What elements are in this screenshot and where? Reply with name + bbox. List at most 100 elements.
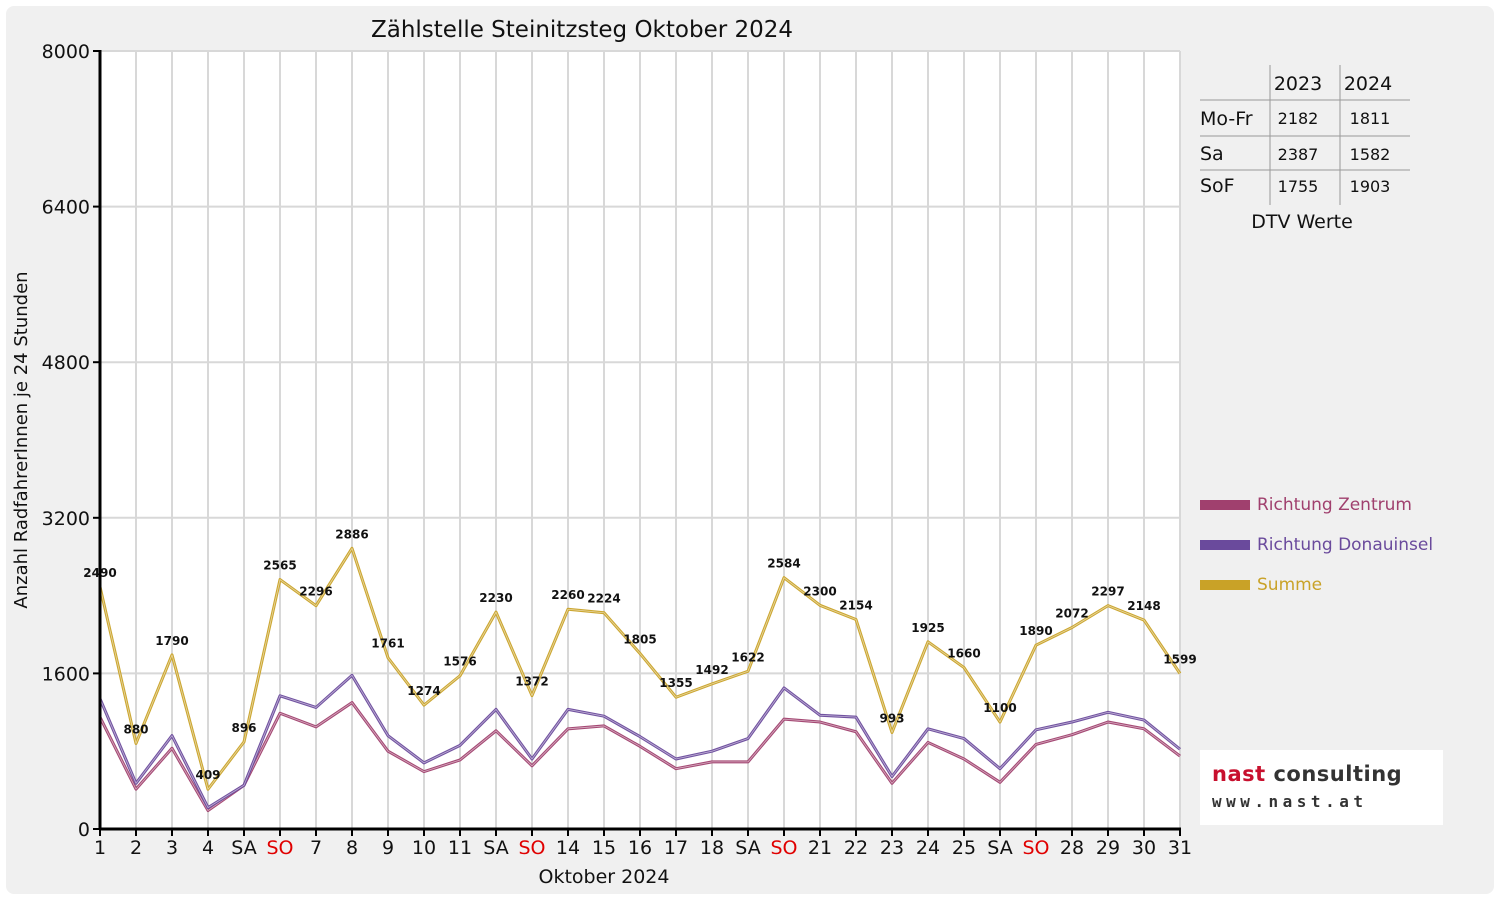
x-tick-label: SA bbox=[483, 837, 508, 859]
legend-label-donauinsel: Richtung Donauinsel bbox=[1257, 535, 1433, 555]
chart-title: Zählstelle Steinitzsteg Oktober 2024 bbox=[371, 17, 793, 43]
x-tick-label: 7 bbox=[310, 837, 322, 859]
data-label-summe: 2154 bbox=[839, 599, 872, 613]
x-tick-label: 9 bbox=[382, 837, 394, 859]
x-tick-label: 24 bbox=[916, 837, 940, 859]
x-tick-label-sunday: SO bbox=[770, 837, 797, 859]
y-tick-label: 0 bbox=[78, 819, 90, 841]
dtv-row-label: Sa bbox=[1200, 143, 1224, 165]
data-label-summe: 896 bbox=[231, 721, 256, 735]
data-label-summe: 2297 bbox=[1091, 585, 1124, 599]
data-label-summe: 880 bbox=[123, 722, 148, 736]
data-label-summe: 2224 bbox=[587, 592, 620, 606]
legend-label-summe: Summe bbox=[1257, 575, 1322, 595]
dtv-col-header: 2023 bbox=[1274, 73, 1322, 95]
x-tick-label: 8 bbox=[346, 837, 358, 859]
data-label-summe: 1599 bbox=[1163, 652, 1196, 666]
data-label-summe: 2886 bbox=[335, 527, 368, 541]
x-tick-label: 11 bbox=[448, 837, 472, 859]
data-label-summe: 1100 bbox=[983, 701, 1016, 715]
data-label-summe: 1355 bbox=[659, 676, 692, 690]
x-tick-label: 31 bbox=[1168, 837, 1192, 859]
x-tick-label-sunday: SO bbox=[518, 837, 545, 859]
x-tick-label: 14 bbox=[556, 837, 580, 859]
dtv-row-label: SoF bbox=[1200, 175, 1235, 197]
x-tick-label: 28 bbox=[1060, 837, 1084, 859]
legend-swatch-zentrum bbox=[1200, 500, 1250, 510]
data-label-summe: 1622 bbox=[731, 650, 764, 664]
x-tick-label: 2 bbox=[130, 837, 142, 859]
x-tick-label: 30 bbox=[1132, 837, 1156, 859]
logo-word-nast: nast bbox=[1212, 762, 1266, 786]
dtv-col-header: 2024 bbox=[1344, 73, 1392, 95]
x-tick-label-sunday: SO bbox=[1022, 837, 1049, 859]
y-tick-label: 4800 bbox=[42, 352, 90, 374]
legend-swatch-donauinsel bbox=[1200, 540, 1250, 550]
dtv-row-label: Mo-Fr bbox=[1200, 108, 1253, 130]
x-tick-label: SA bbox=[987, 837, 1012, 859]
series-line-highlight-summe bbox=[99, 547, 1181, 790]
x-tick-label: 15 bbox=[592, 837, 616, 859]
data-label-summe: 1805 bbox=[623, 632, 656, 646]
x-tick-label: 29 bbox=[1096, 837, 1120, 859]
data-label-summe: 1890 bbox=[1019, 624, 1052, 638]
data-label-summe: 1790 bbox=[155, 634, 188, 648]
dtv-caption: DTV Werte bbox=[1251, 211, 1353, 233]
y-tick-label: 6400 bbox=[42, 197, 90, 219]
data-label-summe: 1660 bbox=[947, 647, 980, 661]
data-label-summe: 2584 bbox=[767, 557, 800, 571]
data-label-summe: 2260 bbox=[551, 588, 584, 602]
x-tick-label: SA bbox=[735, 837, 760, 859]
data-label-summe: 1492 bbox=[695, 663, 728, 677]
x-tick-label: 21 bbox=[808, 837, 832, 859]
x-tick-label: 10 bbox=[412, 837, 436, 859]
legend-item-zentrum: Richtung Zentrum bbox=[1200, 495, 1412, 515]
data-label-summe: 1925 bbox=[911, 621, 944, 635]
data-labels: 2490880179040989625652296288617611274157… bbox=[83, 527, 1196, 782]
data-label-summe: 2072 bbox=[1055, 606, 1088, 620]
logo-url: www.nast.at bbox=[1212, 792, 1368, 811]
dtv-cell: 1582 bbox=[1350, 145, 1391, 164]
data-label-summe: 2230 bbox=[479, 591, 512, 605]
legend: Richtung Zentrum Richtung Donauinsel Sum… bbox=[1200, 495, 1433, 595]
company-logo: nast consulting www.nast.at bbox=[1200, 750, 1443, 825]
y-tick-label: 8000 bbox=[42, 41, 90, 63]
data-label-summe: 2296 bbox=[299, 585, 332, 599]
x-tick-label: 16 bbox=[628, 837, 652, 859]
x-tick-label: 4 bbox=[202, 837, 214, 859]
data-label-summe: 993 bbox=[879, 711, 904, 725]
x-tick-label: 22 bbox=[844, 837, 868, 859]
data-label-summe: 1274 bbox=[407, 684, 440, 698]
dtv-cell: 1811 bbox=[1350, 109, 1391, 128]
legend-item-summe: Summe bbox=[1200, 575, 1322, 595]
legend-item-donauinsel: Richtung Donauinsel bbox=[1200, 535, 1433, 555]
series-line-highlight-donauinsel bbox=[99, 674, 1181, 809]
dtv-cell: 1903 bbox=[1350, 177, 1391, 196]
x-tick-label: 17 bbox=[664, 837, 688, 859]
y-axis-label: Anzahl RadfahrerInnen je 24 Stunden bbox=[11, 271, 32, 608]
grid bbox=[99, 50, 1181, 830]
x-tick-label: SA bbox=[231, 837, 256, 859]
data-label-summe: 1576 bbox=[443, 655, 476, 669]
y-tick-label: 1600 bbox=[42, 663, 90, 685]
x-tick-label: 23 bbox=[880, 837, 904, 859]
y-tick-label: 3200 bbox=[42, 508, 90, 530]
dtv-cell: 1755 bbox=[1278, 177, 1319, 196]
x-tick-label: 25 bbox=[952, 837, 976, 859]
data-label-summe: 2148 bbox=[1127, 599, 1160, 613]
dtv-cell: 2182 bbox=[1278, 109, 1319, 128]
series-line-highlight-zentrum bbox=[99, 702, 1181, 811]
x-tick-label: 3 bbox=[166, 837, 178, 859]
data-label-summe: 409 bbox=[195, 768, 220, 782]
logo-wordmark: nast consulting bbox=[1212, 762, 1402, 786]
legend-label-zentrum: Richtung Zentrum bbox=[1257, 495, 1412, 515]
legend-swatch-summe bbox=[1200, 580, 1250, 590]
x-tick-label: 1 bbox=[94, 837, 106, 859]
data-label-summe: 2300 bbox=[803, 584, 836, 598]
dtv-table: 2023 2024 Mo-Fr 2182 1811 Sa 2387 1582 S… bbox=[1200, 65, 1410, 233]
data-label-summe: 1372 bbox=[515, 675, 548, 689]
series-lines bbox=[98, 546, 1182, 813]
logo-word-consulting: consulting bbox=[1265, 762, 1403, 786]
